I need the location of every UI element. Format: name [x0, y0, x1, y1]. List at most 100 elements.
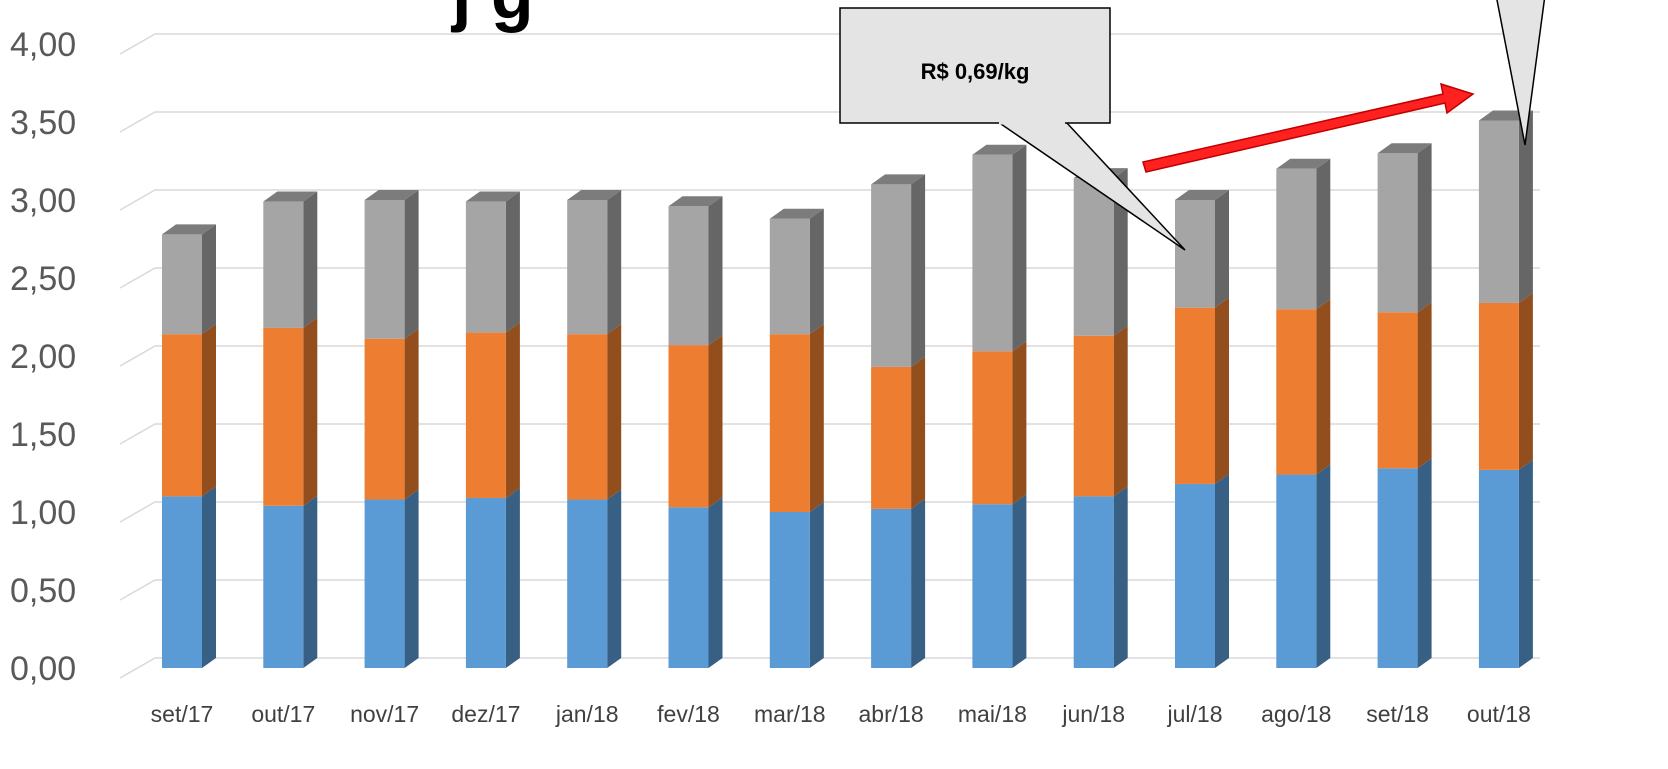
x-category-label: set/18 [1366, 701, 1429, 727]
bar-segment [567, 334, 608, 500]
bar-segment-side [911, 498, 926, 668]
bar-segment-side [1215, 190, 1229, 308]
price-callout-box [839, 7, 1111, 124]
bar-segment-side [911, 356, 926, 509]
bar-segment-side [303, 317, 318, 506]
bar-stack [972, 144, 1027, 668]
bar-segment-side [809, 208, 824, 335]
bar-segment [871, 366, 912, 509]
bar-top [364, 190, 419, 200]
bar-segment-side [202, 486, 216, 668]
bar-segment [1478, 469, 1519, 668]
price-callout-text: R$ 0,69/kg [921, 59, 1030, 84]
bar-segment [769, 512, 810, 668]
bar-segment-side [911, 174, 926, 367]
x-category-label: abr/18 [858, 701, 923, 727]
bar-segment-side [1012, 144, 1027, 352]
y-tick-label: 3,00 [10, 182, 76, 220]
bar-top [162, 224, 216, 235]
bar-segment [668, 507, 709, 668]
bar-top [972, 144, 1027, 155]
bar-segment [263, 201, 304, 328]
bar-segment-side [404, 190, 419, 339]
y-tick-label: 4,00 [10, 26, 76, 64]
bar-segment [263, 327, 304, 506]
bar-top [668, 196, 723, 207]
bar-top [263, 191, 318, 202]
bar-segment-side [404, 328, 419, 500]
y-tick-label: 0,00 [10, 650, 76, 688]
x-category-label: mar/18 [754, 701, 826, 727]
bar-segment [1175, 483, 1215, 668]
bar-segment-side [607, 190, 622, 335]
bar-segment [972, 154, 1013, 352]
bar-segment-side [1518, 459, 1533, 668]
gridline [119, 657, 1540, 679]
bar-segment-side [809, 324, 824, 512]
bar-segment-side [708, 497, 723, 668]
bar-segment [465, 201, 506, 333]
y-tick-label: 2,50 [10, 260, 76, 298]
x-category-label: set/17 [151, 701, 214, 727]
bars [162, 110, 1533, 668]
bar-segment [465, 332, 506, 498]
bar-segment-side [1316, 464, 1331, 668]
bar-segment [871, 508, 912, 668]
bar-segment-side [202, 324, 216, 497]
bar-segment [1175, 200, 1215, 308]
bar-segment-side [505, 487, 520, 668]
price-callout: R$ 0,69/kg [839, 7, 1186, 251]
y-tick-label: 3,50 [10, 104, 76, 142]
bar-stack [769, 208, 824, 668]
bar-segment-side [404, 489, 419, 668]
bar-segment-side [1417, 143, 1432, 313]
bar-segment-side [303, 191, 318, 328]
bar-segment [364, 200, 405, 339]
bar-segment-side [1012, 341, 1027, 505]
bar-segment [769, 218, 810, 335]
bar-segment [364, 499, 405, 668]
trend-arrow-shape [1142, 82, 1475, 173]
x-category-label: dez/17 [451, 701, 520, 727]
bar-stack [263, 191, 318, 668]
bar-segment [567, 200, 608, 335]
bar-segment [1073, 178, 1114, 336]
x-category-label: ago/18 [1261, 701, 1331, 727]
y-tick-label: 1,50 [10, 416, 76, 454]
bar-segment-side [1316, 299, 1331, 475]
bar-top [1175, 190, 1229, 200]
bar-top [1276, 158, 1331, 169]
top-right-callout-pointer [1496, 0, 1546, 146]
bar-segment [1276, 309, 1317, 475]
bar-segment-side [1113, 325, 1128, 497]
bar-stack [162, 224, 216, 668]
bar-segment [972, 351, 1013, 505]
top-right-callout [1496, 0, 1546, 146]
bar-stack [1377, 143, 1432, 668]
bar-stack [1276, 158, 1331, 668]
bar-segment [1478, 302, 1519, 470]
bar-segment-side [1215, 473, 1229, 668]
bar-top [1377, 143, 1432, 154]
bar-top [871, 174, 926, 185]
x-category-label: fev/18 [657, 701, 720, 727]
bar-segment-side [1113, 168, 1128, 336]
bar-segment-side [708, 196, 723, 346]
bar-segment-side [607, 489, 622, 668]
bar-segment-side [1012, 494, 1027, 668]
x-category-label: out/18 [1467, 701, 1531, 727]
bar-segment-side [1316, 158, 1331, 310]
bar-segment-side [505, 191, 520, 333]
bar-segment [1377, 468, 1418, 668]
bar-segment-side [1518, 110, 1533, 303]
bar-stack [1478, 110, 1533, 668]
y-tick-label: 0,50 [10, 572, 76, 610]
bar-segment-side [1417, 458, 1432, 668]
bar-segment [1073, 335, 1114, 497]
bar-segment-side [202, 224, 216, 335]
bar-segment [162, 334, 202, 497]
bar-segment [364, 338, 405, 500]
bar-segment-side [1417, 302, 1432, 469]
bar-segment [162, 496, 202, 668]
